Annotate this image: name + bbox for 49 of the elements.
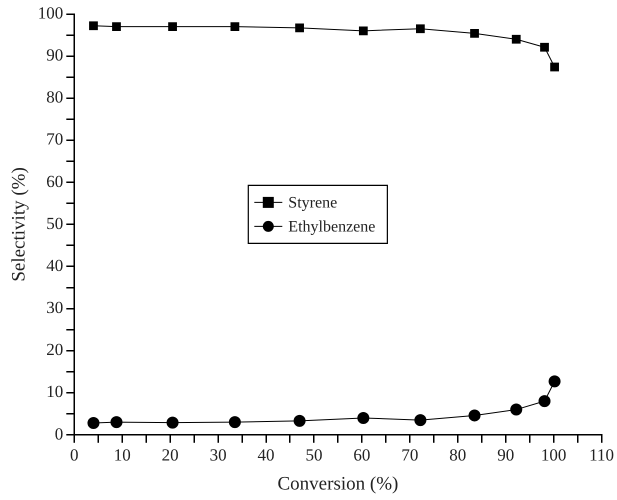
point: [358, 26, 368, 36]
point: [357, 412, 370, 424]
x-tick-label: 70: [401, 445, 418, 464]
legend-label: Styrene: [288, 194, 338, 212]
point: [230, 22, 240, 32]
x-tick-label: 10: [114, 445, 131, 464]
point: [228, 416, 241, 428]
y-tick-label: 60: [46, 172, 64, 191]
x-tick-label: 40: [258, 445, 275, 464]
x-tick-label: 0: [70, 445, 79, 464]
x-tick-label: 60: [353, 445, 370, 464]
y-tick-label: 100: [38, 3, 64, 22]
point: [538, 395, 551, 408]
point: [512, 34, 521, 44]
y-tick-label: 10: [46, 382, 64, 402]
x-tick-label: 50: [305, 445, 322, 464]
x-axis-title: Conversion (%): [278, 474, 398, 495]
point: [548, 375, 561, 388]
y-tick-label: 70: [46, 130, 64, 149]
x-tick-label: 80: [449, 445, 466, 464]
y-tick-label: 50: [46, 214, 64, 233]
point: [112, 22, 121, 32]
point: [168, 22, 177, 32]
y-axis-title: Selectivity (%): [8, 167, 30, 282]
y-tick-label: 20: [46, 340, 64, 360]
point: [166, 416, 179, 429]
x-tick-label: 30: [210, 445, 227, 464]
point: [294, 414, 306, 427]
x-tick-label: 20: [162, 445, 179, 464]
point: [87, 417, 100, 430]
x-tick-label: 110: [589, 445, 614, 464]
point: [470, 28, 479, 38]
y-tick-label: 90: [46, 46, 64, 65]
x-tick-label: 90: [497, 445, 514, 464]
x-tick-label: 100: [540, 445, 566, 464]
point: [540, 42, 549, 52]
point: [414, 414, 426, 426]
point: [110, 416, 122, 428]
y-tick-label: 30: [46, 298, 64, 318]
point: [468, 409, 481, 422]
point: [550, 62, 559, 72]
point: [416, 24, 425, 34]
y-tick-label: 0: [54, 424, 64, 444]
point: [89, 21, 98, 30]
y-tick-label: 40: [46, 256, 64, 275]
y-tick-label: 80: [46, 88, 64, 107]
legend-label: Ethylbenzene: [288, 218, 376, 236]
point: [510, 404, 522, 416]
point: [295, 24, 304, 32]
